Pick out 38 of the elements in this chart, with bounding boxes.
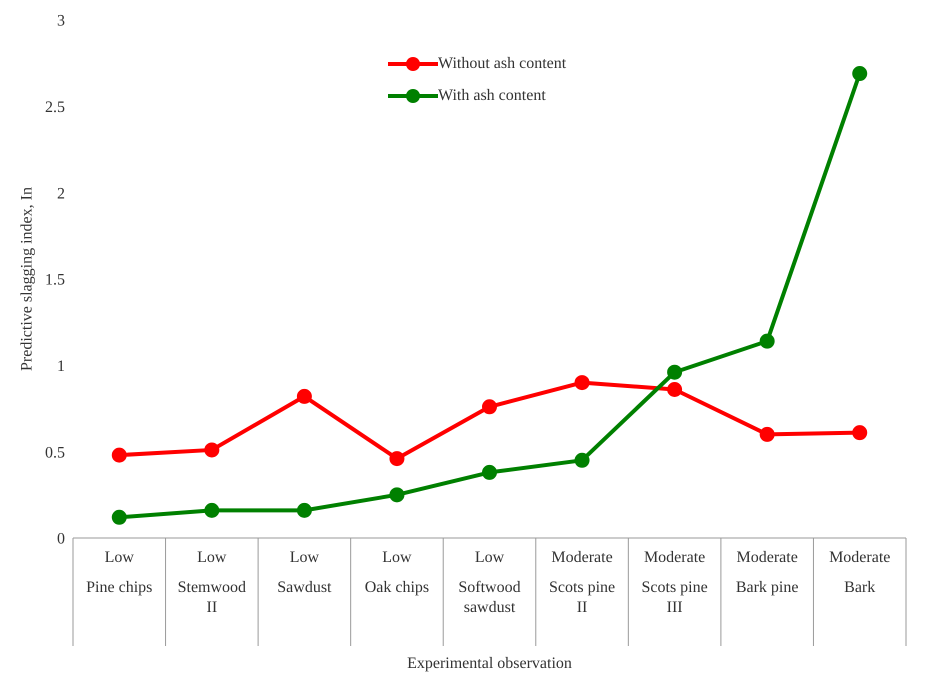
point	[389, 487, 404, 502]
point	[296, 502, 312, 518]
y-tick-label: 2.5	[45, 99, 65, 116]
y-tick-label: 2	[57, 185, 65, 202]
x-axis-title: Experimental observation	[407, 655, 572, 672]
point	[204, 502, 220, 518]
y-tick-label: 1.5	[45, 272, 65, 289]
x-tick-label: Moderate Scots pine III	[642, 549, 708, 616]
x-tick-label: Moderate Bark	[829, 549, 890, 596]
x-tick-label: Low Stemwood II	[178, 549, 246, 616]
point	[204, 442, 220, 458]
y-tick-label: 0	[57, 530, 65, 548]
point	[112, 510, 127, 525]
x-tick-label: Moderate Bark pine	[736, 549, 798, 596]
point	[112, 448, 127, 463]
y-tick-label: 0.5	[45, 444, 65, 462]
point	[760, 334, 775, 349]
point	[760, 426, 775, 442]
x-tick-label: Moderate Scots pine II	[548, 549, 616, 616]
point	[852, 66, 868, 82]
point	[667, 382, 682, 398]
y-tick-label: 3	[57, 12, 65, 30]
point	[482, 464, 497, 480]
point	[296, 388, 312, 404]
legend-label: With ash content	[438, 87, 546, 105]
x-tick-label: Low Oak chips	[364, 549, 430, 596]
point	[667, 364, 682, 380]
point	[389, 451, 404, 466]
point	[574, 375, 590, 390]
y-tick-label: 1	[57, 358, 65, 376]
legend-label: Without ash content	[438, 55, 566, 73]
point	[482, 399, 497, 414]
x-tick-label: Low Sawdust	[277, 549, 332, 596]
point	[574, 452, 590, 468]
x-tick-label: Low Softwood sawdust	[458, 549, 521, 616]
x-tick-label: Low Pine chips	[86, 549, 152, 596]
y-axis-title: Predictive slagging index, In	[18, 187, 36, 371]
point	[852, 425, 868, 440]
